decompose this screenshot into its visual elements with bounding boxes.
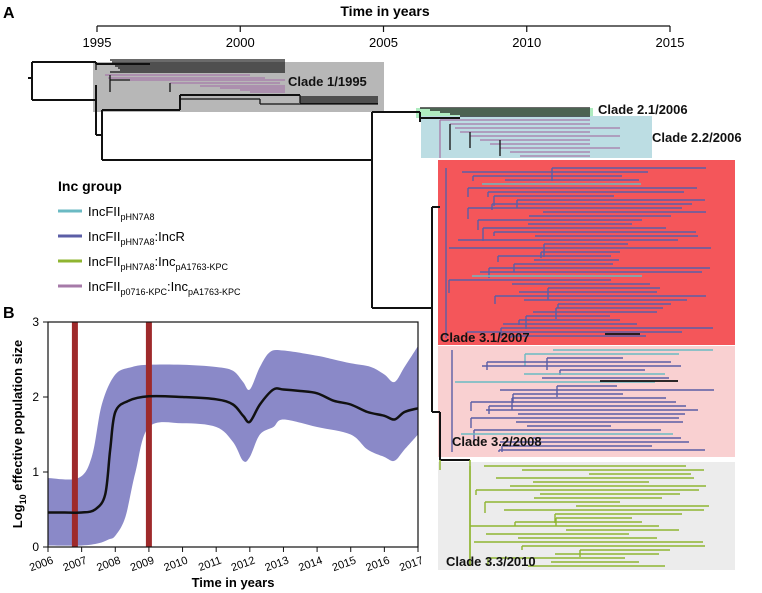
legend-item-1: IncFIIpHN7A8 [58, 204, 155, 222]
event-line-1 [71, 322, 78, 547]
clade-label-3-3: Clade 3.3/2010 [446, 554, 536, 569]
tree-time-axis: Time in years 1995 2000 2005 2010 2015 [83, 3, 685, 50]
clade-labels: Clade 1/1995 Clade 2.1/2006 Clade 2.2/20… [288, 74, 742, 569]
legend-item-4: IncFIIp0716-KPC:IncpA1763-KPC [58, 279, 241, 297]
x-tick-label-11: 2017 [398, 555, 425, 575]
legend-item-2: IncFIIpHN7A8:IncR [58, 229, 185, 247]
y-axis-ticks: 0 1 2 3 [32, 315, 48, 554]
x-axis-label: Time in years [192, 575, 275, 590]
panel-label-a: A [3, 5, 15, 22]
clade-2-branches [420, 107, 620, 158]
x-tick-label-1: 2007 [62, 555, 89, 575]
x-tick-label-8: 2014 [297, 555, 324, 575]
x-tick-label-6: 2012 [230, 555, 257, 575]
legend-label-4: IncFIIp0716-KPC:IncpA1763-KPC [88, 279, 241, 297]
y-tick-label-1: 1 [32, 465, 39, 479]
legend-label-1: IncFIIpHN7A8 [88, 204, 155, 222]
event-line-2 [145, 322, 152, 547]
clade-label-3-2: Clade 3.2/2008 [452, 434, 542, 449]
y-tick-label-0: 0 [32, 540, 39, 554]
plot-frame [47, 321, 419, 548]
skyline-plot: 2006 2007 2008 2009 2010 2011 2012 2013 2014 2015… [10, 315, 425, 590]
x-tick-label-3: 2009 [129, 555, 156, 575]
x-tick-label-10: 2016 [364, 555, 391, 575]
legend-item-3: IncFIIpHN7A8:IncpA1763-KPC [58, 254, 229, 272]
x-tick-label-0: 2006 [28, 555, 55, 575]
x-tick-label-4: 2010 [162, 555, 189, 575]
median-line [47, 387, 419, 514]
tree-tick-label-3: 2010 [512, 35, 541, 50]
clade-label-1: Clade 1/1995 [288, 74, 367, 89]
tree-tick-label-2: 2005 [369, 35, 398, 50]
clade-box-2-2 [421, 116, 652, 158]
x-tick-label-5: 2011 [197, 555, 223, 574]
clade-label-2-2: Clade 2.2/2006 [652, 130, 742, 145]
tree-main-branches [371, 111, 470, 461]
clade-label-3-1: Clade 3.1/2007 [440, 330, 530, 345]
clade-box-2-1 [416, 108, 593, 118]
legend-title: Inc group [58, 178, 122, 194]
y-tick-label-2: 2 [32, 390, 39, 404]
x-tick-label-7: 2013 [263, 555, 290, 575]
y-axis-label: Log10 effective population size [10, 340, 28, 528]
black-leaf [600, 333, 678, 382]
tree-tick-label-4: 2015 [656, 35, 685, 50]
y-tick-label-3: 3 [32, 315, 39, 329]
tree-tick-label-1: 2000 [226, 35, 255, 50]
tree-axis-ticks: 1995 2000 2005 2010 2015 [83, 26, 685, 50]
clade-3-branches [439, 167, 714, 567]
hpd-band [48, 346, 418, 546]
x-tick-label-9: 2015 [331, 555, 358, 575]
legend-label-3: IncFIIpHN7A8:IncpA1763-KPC [88, 254, 229, 272]
x-axis-ticks: 2006 2007 2008 2009 2010 2011 2012 2013 2014 2015… [28, 547, 425, 574]
tree-root-branch [28, 61, 96, 101]
panel-label-b: B [3, 305, 15, 322]
clade-box-3-3 [438, 462, 735, 570]
legend-label-2: IncFIIpHN7A8:IncR [88, 229, 185, 247]
inc-group-legend: Inc group IncFIIpHN7A8 IncFIIpHN7A8:IncR… [58, 178, 241, 297]
clade-1-branches [95, 59, 378, 105]
clade-label-2-1: Clade 2.1/2006 [598, 102, 688, 117]
x-tick-label-2: 2008 [95, 555, 122, 575]
tree-axis-title: Time in years [340, 3, 429, 19]
clade-3-3-stem [439, 460, 471, 566]
tree-tick-label-0: 1995 [83, 35, 112, 50]
